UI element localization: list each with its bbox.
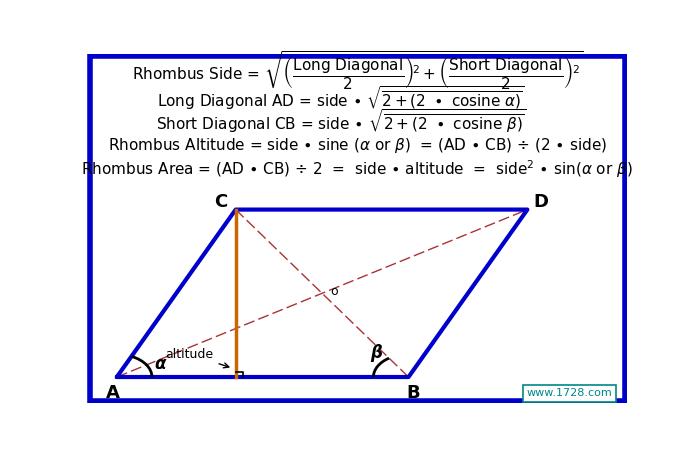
Text: Long Diagonal AD = side $\bullet$ $\sqrt{\overline{2 + (2\ \bullet\ \mathrm{cosi: Long Diagonal AD = side $\bullet$ $\sqrt… [157, 84, 525, 112]
Text: C: C [214, 193, 227, 211]
Text: Rhombus Area = (AD $\bullet$ CB) $\div$ 2  =  side $\bullet$ altitude  =  side$^: Rhombus Area = (AD $\bullet$ CB) $\div$ … [82, 158, 633, 180]
Text: B: B [406, 384, 420, 402]
Text: altitude: altitude [165, 348, 229, 368]
Text: o: o [330, 285, 338, 298]
Text: α: α [154, 355, 166, 373]
Text: Short Diagonal CB = side $\bullet$ $\sqrt{\overline{2 + (2\ \bullet\ \mathrm{cos: Short Diagonal CB = side $\bullet$ $\sqr… [156, 107, 526, 135]
Text: Rhombus Side = $\sqrt{\left(\dfrac{\mathrm{Long\ Diagonal}}{2}\right)^{\!2} + \l: Rhombus Side = $\sqrt{\left(\dfrac{\math… [132, 48, 583, 92]
Text: Rhombus Altitude = side $\bullet$ sine ($\alpha$ or $\beta$)  = (AD $\bullet$ CB: Rhombus Altitude = side $\bullet$ sine (… [107, 135, 607, 154]
Text: A: A [105, 384, 119, 402]
Text: D: D [533, 193, 549, 211]
Text: www.1728.com: www.1728.com [526, 388, 612, 398]
Text: β: β [370, 343, 382, 361]
FancyBboxPatch shape [90, 56, 625, 401]
